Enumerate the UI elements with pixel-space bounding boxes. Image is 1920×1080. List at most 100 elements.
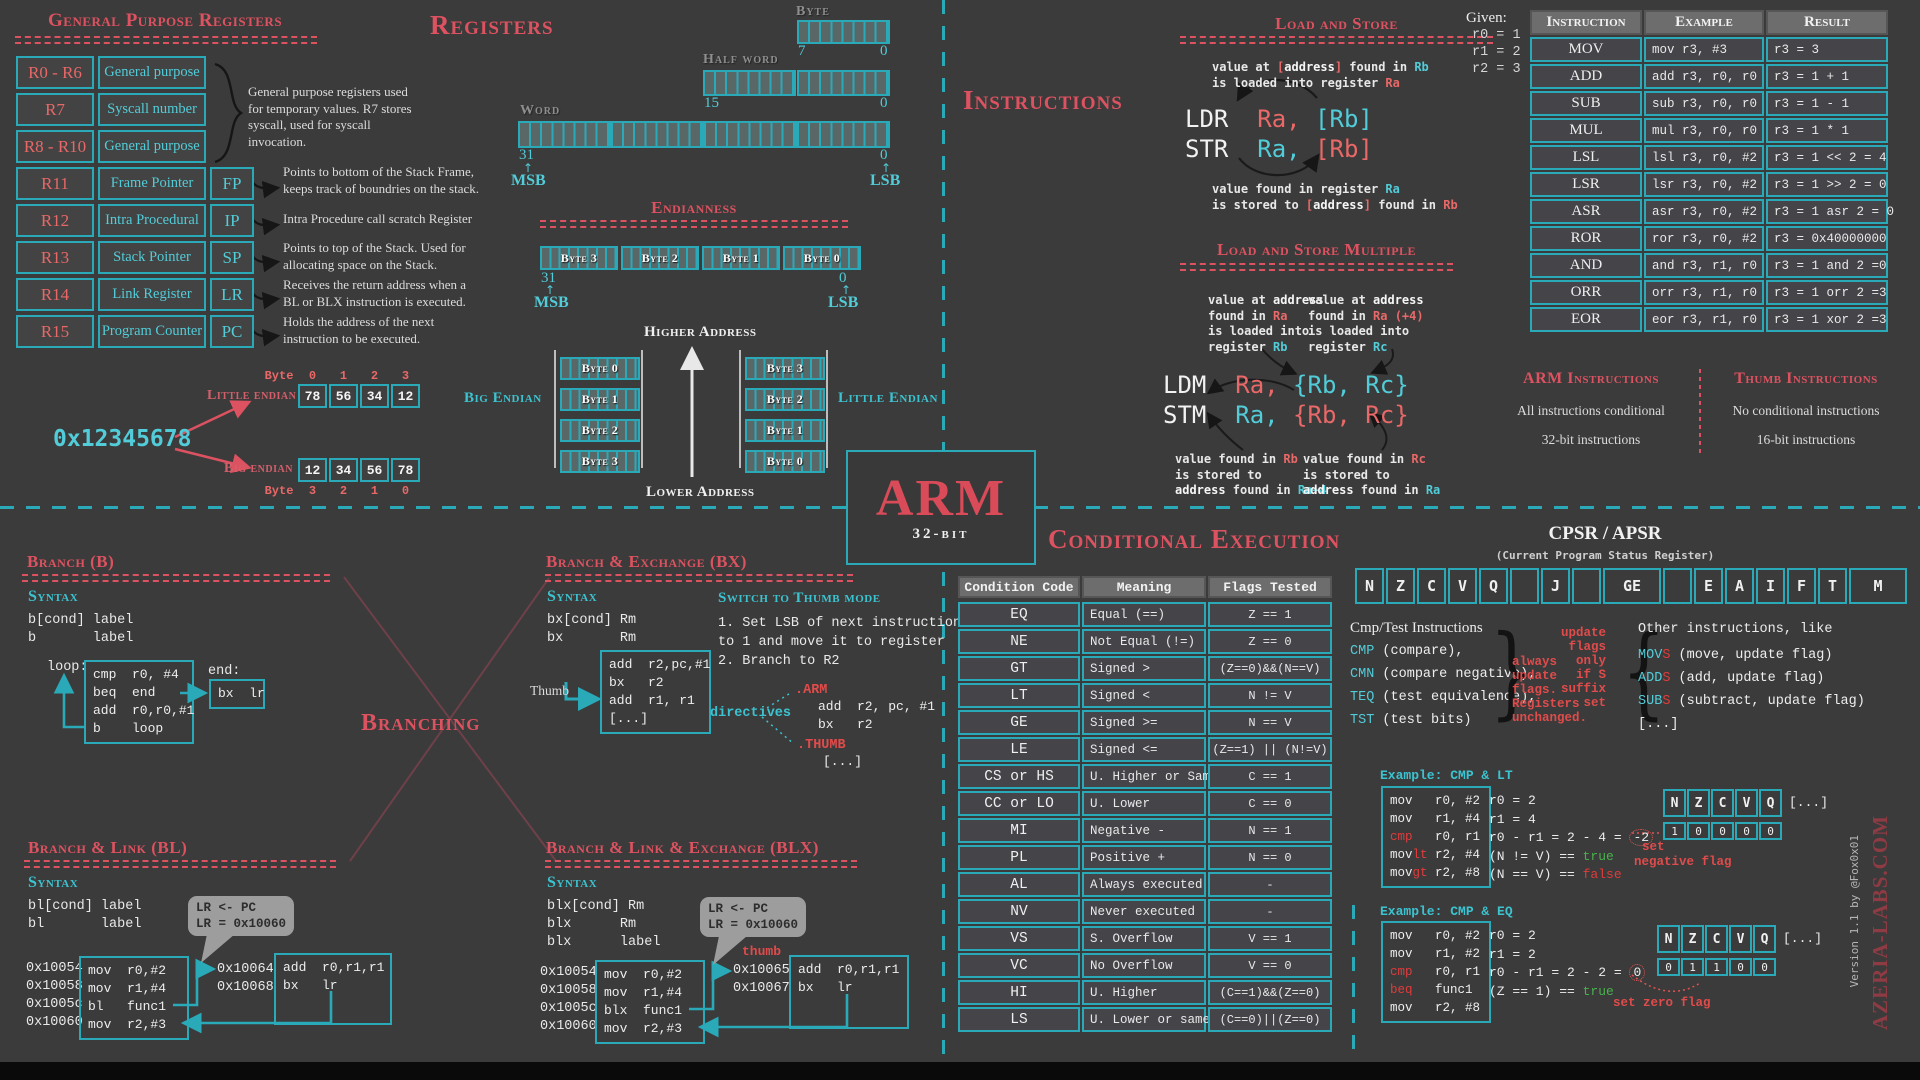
blx-thumb-tag: thumb: [742, 944, 782, 959]
note-line: address found in Ra: [1303, 483, 1441, 497]
higher-address-label: Higher Address: [644, 324, 757, 340]
brand-label: AZERIA-LABS.COM: [1868, 815, 1892, 1031]
gp-register-abbr: IP: [210, 204, 254, 237]
given-values: r0 = 1 r1 = 2 r2 = 3: [1466, 27, 1521, 78]
conditional-execution-title: Conditional Execution: [1048, 524, 1341, 554]
cpsr-subtitle: (Current Program Status Register): [1495, 549, 1715, 562]
syntax-line: b[cond] label: [28, 613, 134, 628]
address: 0x1005c: [26, 997, 83, 1012]
flag-value: 0: [1657, 958, 1680, 976]
note-line: value at address: [1208, 293, 1324, 307]
lsb-arrow-icon: ↑: [881, 161, 892, 175]
instr-name: ASR: [1530, 199, 1642, 224]
byte-value: 78: [391, 458, 420, 482]
cond-flags: N != V: [1208, 683, 1332, 708]
cpsr-bit-cell: [1572, 568, 1601, 604]
halfword-diagram-label: Half word: [703, 52, 779, 67]
cond-flags: (Z==1) || (N!=V): [1208, 737, 1332, 762]
address: 0x10058: [540, 983, 597, 998]
endian-example-big-label: Big endian: [224, 461, 293, 476]
cpsr-bit-cell: F: [1787, 568, 1816, 604]
blx-code-box: mov r0,#2 mov r1,#4 blx func1 mov r2,#3: [595, 960, 705, 1044]
cond-code: PL: [958, 845, 1080, 870]
instructions-title: Instructions: [963, 85, 1123, 115]
given-block: Given: r0 = 1 r1 = 2 r2 = 3: [1466, 10, 1521, 78]
address: 0x10058: [26, 979, 83, 994]
halfword-lo-bit: 0: [880, 95, 888, 111]
bl-bubble-tail: [201, 934, 235, 963]
cond-code: LS: [958, 1007, 1080, 1032]
blx-addresses: 0x10054 0x10058 0x1005c 0x10060: [540, 964, 597, 1036]
code-line: bl func1: [88, 999, 167, 1014]
cond-code: LE: [958, 737, 1080, 762]
flag-cell: N: [1657, 925, 1680, 953]
endian-lsb-label: LSB: [828, 294, 859, 311]
gp-register-name: R14: [16, 278, 94, 311]
result-line: (N != V) == true: [1489, 848, 1614, 864]
note-line: value found in register Ra: [1212, 182, 1400, 196]
right-horizontal-divider: [1034, 506, 1920, 509]
cond-code: VC: [958, 953, 1080, 978]
arm-thumb-divider: [1699, 369, 1701, 453]
arm-directive-code: add r2, pc, #1 bx r2: [818, 698, 935, 734]
str-instruction: STR Ra, [Rb]: [1185, 135, 1373, 163]
cond-code: MI: [958, 818, 1080, 843]
code-line: mov r2,#3: [604, 1021, 683, 1036]
byte-value: 34: [329, 458, 358, 482]
note-line: value at address: [1308, 293, 1424, 307]
other-instructions-items: MOVS (move, update flag) ADDS (add, updat…: [1638, 644, 1865, 736]
bl-code-box: mov r0,#2 mov r1,#4 bl func1 mov r2,#3: [79, 956, 189, 1040]
gp-register-desc: Intra Procedural: [98, 204, 206, 237]
cpsr-bit-cell: Z: [1386, 568, 1415, 604]
bx-thumb-arrow: [564, 682, 602, 711]
lower-address-label: Lower Address: [646, 484, 755, 500]
ldm-note-top-left: value at address found in Ra is loaded i…: [1208, 293, 1324, 355]
cond-meaning: Always executed: [1082, 872, 1206, 897]
halfword-hi-bit: 15: [704, 95, 719, 111]
cond-flags: N == 1: [1208, 818, 1332, 843]
ldm-instruction: LDM Ra, {Rb, Rc}: [1163, 371, 1409, 399]
instruction-table: Instruction Example Result: [1530, 10, 1888, 35]
instr-result: r3 = 1 asr 2 = 0: [1766, 199, 1894, 224]
note-line: is stored to: [1175, 467, 1262, 482]
gp-register-desc: General purpose: [98, 130, 206, 163]
result-line: (N == V) == false: [1489, 867, 1622, 882]
cpsr-bit-cell: Q: [1479, 568, 1508, 604]
instr-result: r3 = 1 + 1: [1766, 64, 1888, 89]
note-line: if S: [1575, 668, 1606, 682]
instr-name: EOR: [1530, 307, 1642, 332]
instr-example: orr r3, r1, r0: [1644, 280, 1764, 305]
switch-thumb-steps: 1. Set LSB of next instruction to 1 and m…: [718, 614, 961, 671]
endianness-underline: [540, 220, 848, 228]
gp-register-name: R11: [16, 167, 94, 200]
address: 0x10060: [540, 1019, 597, 1034]
byte-index: 2: [339, 484, 348, 498]
cond-meaning: Signed <: [1082, 683, 1206, 708]
word-cells-3: [518, 121, 611, 148]
gp-note-sp: Points to top of the Stack. Used for all…: [283, 240, 466, 272]
instr-name: MUL: [1530, 118, 1642, 143]
halfword-cells-low: [797, 70, 890, 96]
cond-flags: (C==1)&&(Z==0): [1208, 980, 1332, 1005]
cond-flags: Z == 0: [1208, 629, 1332, 654]
gp-register-name: R0 - R6: [16, 56, 94, 89]
instr-name: LSR: [1530, 172, 1642, 197]
note-line: is loaded into: [1208, 324, 1310, 338]
code-line: add r0,r1,r1: [798, 962, 900, 977]
arm-instructions-title: ARM Instructions: [1523, 370, 1659, 387]
arm-logo-box: ARM 32-bit: [846, 450, 1036, 565]
ldm-title: Load and Store Multiple: [1216, 240, 1417, 259]
branch-blx-syntax-label: Syntax: [547, 874, 598, 891]
note-line: register Rb: [1208, 339, 1288, 354]
cond-meaning: Positive +: [1082, 845, 1206, 870]
instr-name: ORR: [1530, 280, 1642, 305]
gp-registers-table: R0 - R6 General purpose R7 Syscall numbe…: [16, 56, 254, 348]
loop-label: loop:: [47, 660, 88, 675]
branch-blx-title: Branch & Link & Exchange (BLX): [546, 838, 819, 857]
cpsr-bit-cell: C: [1417, 568, 1446, 604]
code-line: bx lr: [798, 980, 853, 995]
byte-lo-bit: 0: [880, 43, 888, 59]
gp-register-name: R15: [16, 315, 94, 348]
